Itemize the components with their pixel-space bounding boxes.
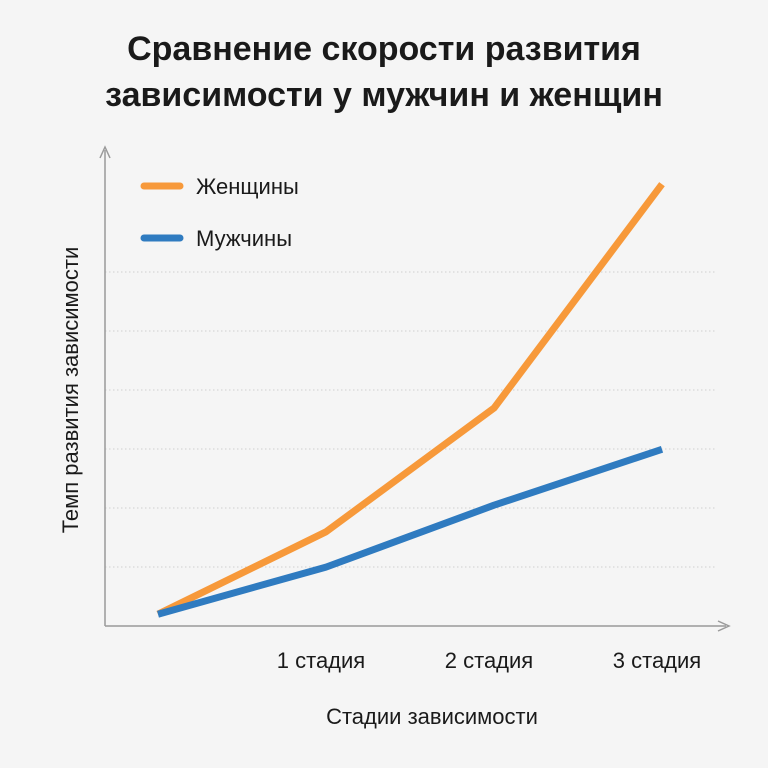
series-line-2 bbox=[157, 445, 664, 618]
series-lines bbox=[156, 182, 665, 618]
axes bbox=[99, 145, 731, 632]
x-tick-label: 3 стадия bbox=[613, 648, 701, 673]
y-axis-label: Темп развития зависимости bbox=[58, 247, 83, 534]
x-axis-label: Стадии зависимости bbox=[326, 704, 538, 729]
y-axis-arrow bbox=[99, 145, 111, 159]
legend-label: Мужчины bbox=[196, 226, 292, 251]
x-tick-label: 1 стадия bbox=[277, 648, 365, 673]
x-tick-labels: 1 стадия 2 стадия 3 стадия bbox=[277, 648, 701, 673]
grid-lines bbox=[105, 271, 715, 568]
legend: Женщины Мужчины bbox=[140, 174, 299, 251]
x-tick-label: 2 стадия bbox=[445, 648, 533, 673]
chart-title: Сравнение скорости развития зависимости … bbox=[0, 26, 768, 118]
x-axis-arrow bbox=[717, 620, 731, 632]
legend-label: Женщины bbox=[196, 174, 299, 199]
series-line-1 bbox=[156, 182, 665, 618]
chart-title-line-2: зависимости у мужчин и женщин bbox=[105, 76, 663, 114]
chart-title-line-1: Сравнение скорости развития bbox=[127, 30, 641, 68]
